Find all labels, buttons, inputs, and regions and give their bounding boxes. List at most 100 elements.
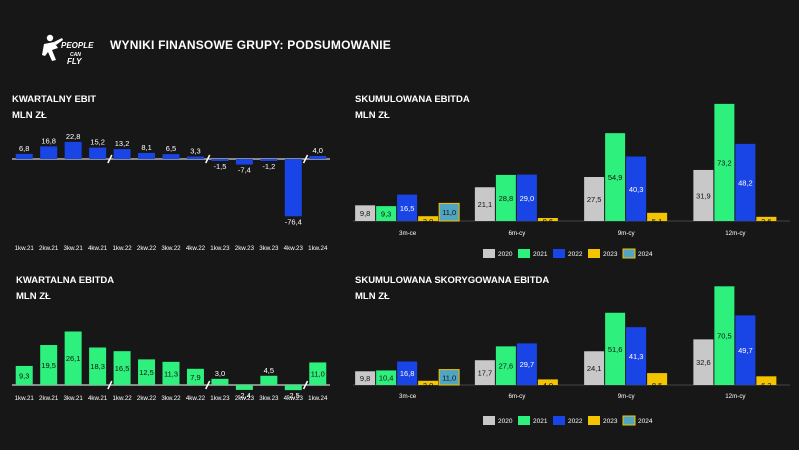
- cum_adj_ebitda-bar-12m-cy-2022: [735, 315, 756, 385]
- cum_ebitda-value-label-12m-cy-2022: 48,2: [738, 178, 753, 187]
- cum_adj_ebitda-value-label-6m-cy-2023: 4,0: [543, 381, 553, 390]
- ebit-category-label-3kw.21: 3kw.21: [64, 245, 84, 252]
- ebitda-bar-3kw.23: [260, 375, 278, 385]
- ebit-value-label-2kw.22: 8,1: [141, 143, 151, 152]
- cum_ebitda-value-label-6m-cy-2023: 0,6: [543, 217, 553, 226]
- ebit-value-label-3kw.23: -1,2: [262, 162, 275, 171]
- ebitda-category-label-2kw.21: 2kw.21: [39, 395, 59, 402]
- ebitda-bar-3kw.22: [162, 361, 180, 385]
- ebit-bar-1kw.22: [113, 149, 131, 159]
- ebit-bar-2kw.21: [40, 146, 58, 159]
- ebit-category-label-4kw.23: 4kw.23: [284, 245, 304, 252]
- cum_ebitda-bar-3m-ce-2022: [397, 194, 418, 221]
- cum_adj_ebitda-legend-swatch-2023: [588, 416, 600, 425]
- cum_adj_ebitda-bar-6m-cy-2023: [537, 379, 558, 385]
- ebit-category-label-1kw.21: 1kw.21: [15, 245, 35, 252]
- cum_adj_ebitda-bar-12m-cy-2021: [714, 286, 735, 385]
- ebit-bar-3kw.23: [260, 159, 278, 161]
- cum_ebitda-bar-3m-ce-2023: [418, 216, 439, 221]
- cum_adj_ebitda-value-label-9m-cy-2023: 8,5: [652, 381, 662, 390]
- cum_ebitda-bar-12m-cy-2022: [735, 143, 756, 221]
- cum-adj-ebitda-subtitle: MLN ZŁ: [355, 291, 390, 302]
- ebit-category-label-4kw.22: 4kw.22: [186, 245, 206, 252]
- cum_ebitda-bar-12m-cy-2021: [714, 103, 735, 221]
- cum_adj_ebitda-value-label-6m-cy-2020: 17,7: [478, 369, 493, 378]
- cum_ebitda-legend-swatch-2023: [588, 249, 600, 258]
- cum_ebitda-value-label-9m-cy-2022: 40,3: [629, 185, 644, 194]
- ebitda-value-label-4kw.22: 7,9: [190, 373, 200, 382]
- ebit-bar-1kw.23: [211, 159, 229, 161]
- cum_adj_ebitda-bar-3m-ce-2023: [418, 380, 439, 385]
- cum_ebitda-legend-swatch-2020: [483, 249, 495, 258]
- cum_adj_ebitda-value-label-6m-cy-2021: 27,6: [499, 362, 514, 371]
- cum_adj_ebitda-legend-label-2023: 2023: [603, 418, 618, 425]
- ebitda-category-label-1kw.22: 1kw.22: [112, 395, 132, 402]
- ebitda-bar-4kw.23: [284, 385, 302, 391]
- ebit-category-label-3kw.22: 3kw.22: [161, 245, 181, 252]
- ebit-bar-3kw.22: [162, 154, 180, 159]
- cum_ebitda-category-label-6m-cy: 6m-cy: [508, 230, 526, 237]
- page-title: WYNIKI FINANSOWE GRUPY: PODSUMOWANIE: [110, 38, 391, 52]
- cum_ebitda-value-label-9m-cy-2021: 54,9: [608, 173, 623, 182]
- cum_adj_ebitda-bar-6m-cy-2020: [474, 360, 495, 385]
- cum_adj_ebitda-category-label-6m-cy: 6m-cy: [508, 393, 526, 400]
- ebitda-title: KWARTALNA EBITDA: [16, 275, 115, 286]
- cum_ebitda-bar-9m-cy-2020: [584, 177, 605, 221]
- cum_ebitda-bar-3m-ce-2020: [355, 205, 376, 221]
- cum_ebitda-value-label-9m-cy-2023: 5,1: [652, 217, 662, 226]
- cum_adj_ebitda-value-label-3m-ce-2020: 9,8: [360, 374, 370, 383]
- cum_adj_ebitda-bar-6m-cy-2022: [516, 343, 537, 385]
- cum_ebitda-category-label-9m-cy: 9m-cy: [618, 230, 636, 237]
- ebitda-category-label-1kw.21: 1kw.21: [15, 395, 35, 402]
- cum_ebitda-legend-label-2021: 2021: [533, 251, 548, 258]
- ebit-chart-title: KWARTALNY EBIT MLN ZŁ: [12, 92, 96, 124]
- ebitda-category-label-4kw.23: 4kw.23: [284, 395, 304, 402]
- cum_ebitda-value-label-9m-cy-2020: 27,5: [587, 195, 602, 204]
- cum_ebitda-value-label-6m-cy-2021: 28,8: [499, 194, 514, 203]
- cum_ebitda-legend-label-2024: 2024: [638, 251, 653, 258]
- ebit-value-label-1kw.24: 4,0: [313, 146, 323, 155]
- ebitda-value-label-2kw.22: 12,5: [139, 368, 154, 377]
- logo-text-2: CAN: [70, 52, 81, 58]
- cum_adj_ebitda-bar-12m-cy-2023: [756, 376, 777, 385]
- ebitda-value-label-1kw.24: 11,0: [311, 370, 325, 379]
- cum_ebitda-value-label-3m-ce-2022: 16,5: [400, 204, 415, 213]
- cum_adj_ebitda-value-label-3m-ce-2022: 16,8: [400, 369, 415, 378]
- cum_adj_ebitda-category-label-9m-cy: 9m-cy: [618, 393, 636, 400]
- cum_adj_ebitda-bar-9m-cy-2022: [626, 327, 647, 385]
- cum_ebitda-bar-6m-cy-2023: [537, 218, 558, 221]
- ebitda-bar-1kw.22: [113, 351, 131, 385]
- ebit-value-label-4kw.21: 15,2: [90, 138, 105, 147]
- ebit-year-separator: [205, 154, 211, 164]
- ebit-bar-1kw.21: [15, 153, 33, 159]
- cum_adj_ebitda-value-label-9m-cy-2020: 24,1: [587, 364, 602, 373]
- cum_adj_ebitda-legend-swatch-2020: [483, 416, 495, 425]
- ebit-value-label-1kw.21: 6,8: [19, 144, 29, 153]
- ebitda-value-label-1kw.21: 9,3: [19, 371, 29, 380]
- cum_adj_ebitda-category-label-12m-cy: 12m-cy: [725, 393, 746, 400]
- cum_adj_ebitda-value-label-12m-cy-2020: 32,6: [696, 358, 711, 367]
- ebit-category-label-1kw.24: 1kw.24: [308, 245, 328, 252]
- cum_ebitda-value-label-6m-cy-2020: 21,1: [478, 200, 493, 209]
- ebitda-bar-1kw.21: [15, 365, 33, 385]
- cum-ebitda-subtitle: MLN ZŁ: [355, 110, 390, 121]
- cum_adj_ebitda-value-label-12m-cy-2021: 70,5: [717, 332, 732, 341]
- ebit-year-separator: [302, 154, 309, 164]
- ebit-value-label-1kw.23: -1,5: [213, 162, 226, 171]
- ebitda-year-separator: [302, 380, 309, 390]
- cum_adj_ebitda-legend-swatch-2022: [553, 416, 565, 425]
- cum_ebitda-value-label-12m-cy-2023: 2,6: [761, 217, 771, 226]
- cum_ebitda-value-label-12m-cy-2021: 73,2: [717, 158, 732, 167]
- cum_ebitda-value-label-3m-ce-2024: 11,0: [442, 208, 456, 217]
- ebitda-bar-2kw.23: [235, 385, 253, 390]
- cum_adj_ebitda-value-label-9m-cy-2022: 41,3: [629, 352, 644, 361]
- ebitda-chart-title: KWARTALNA EBITDA MLN ZŁ: [16, 273, 114, 305]
- ebitda-bar-1kw.24: [309, 362, 327, 385]
- cum_ebitda-value-label-6m-cy-2022: 29,0: [520, 194, 535, 203]
- cum_adj_ebitda-category-label-3m-ce: 3m-ce: [399, 393, 417, 400]
- cum_adj_ebitda-legend-label-2021: 2021: [533, 418, 548, 425]
- cum_adj_ebitda-value-label-3m-ce-2023: 3,0: [423, 381, 433, 390]
- ebitda-category-label-4kw.21: 4kw.21: [88, 395, 108, 402]
- people-can-fly-logo-icon: PEOPLE CAN FLY: [42, 34, 94, 66]
